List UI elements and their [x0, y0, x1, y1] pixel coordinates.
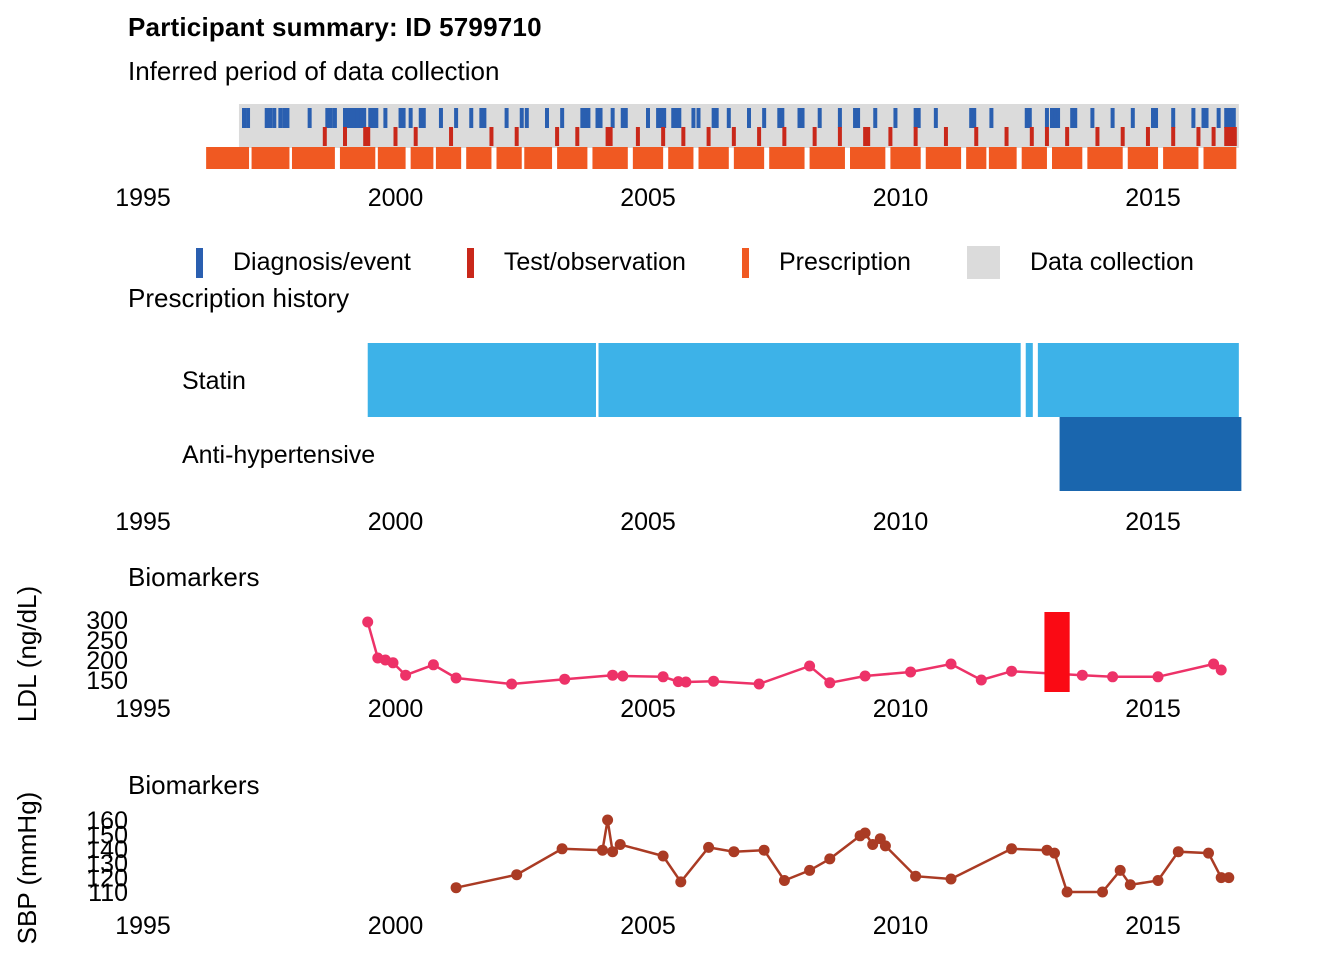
svg-text:120: 120 [86, 865, 128, 893]
data-points [450, 814, 1235, 898]
svg-text:2010: 2010 [873, 508, 929, 536]
svg-text:2010: 2010 [873, 912, 929, 940]
x-axis-labels: 1995 2000 2005 2010 2015 [115, 184, 1181, 212]
svg-text:2010: 2010 [873, 184, 929, 212]
svg-text:110: 110 [88, 879, 128, 907]
svg-text:2000: 2000 [368, 695, 424, 723]
legend-item-data-collection: Data collection [966, 246, 1194, 279]
prescription-ticks [206, 147, 1237, 169]
prescription-gantt-chart: Statin Anti-hypertensive 1995 2000 2005 2010 2… [115, 343, 1242, 536]
gantt-row-label: Anti-hypertensive [182, 441, 375, 469]
trend-line [366, 621, 1222, 686]
statin-bar [367, 343, 1239, 417]
svg-text:2000: 2000 [368, 184, 424, 212]
test-observation-ticks [322, 127, 1237, 146]
svg-text:250: 250 [86, 627, 128, 655]
svg-text:130: 130 [86, 850, 128, 878]
legend-item-test: Test/observation [466, 247, 686, 278]
svg-text:140: 140 [86, 836, 128, 864]
svg-text:150: 150 [86, 821, 128, 849]
svg-text:1995: 1995 [115, 184, 171, 212]
event-bar [1044, 612, 1070, 692]
subtitle-inferred-period: Inferred period of data collection [128, 56, 500, 86]
data-collection-swatch-icon [966, 246, 1000, 279]
data-collection-band [238, 104, 1239, 148]
legend-label-test: Test/observation [503, 248, 686, 276]
legend-label-prescription: Prescription [778, 248, 911, 276]
svg-text:2015: 2015 [1125, 508, 1181, 536]
svg-text:1995: 1995 [115, 912, 171, 940]
svg-text:200: 200 [86, 647, 128, 675]
legend-item-diagnosis: Diagnosis/event [196, 247, 411, 278]
svg-text:2005: 2005 [620, 184, 676, 212]
svg-text:160: 160 [86, 807, 128, 835]
x-axis-labels: 1995 2000 2005 2010 2015 [115, 912, 1181, 940]
legend: Diagnosis/event Test/observation Prescri… [196, 246, 1194, 279]
svg-text:150: 150 [86, 667, 128, 695]
test-tick-icon [466, 247, 474, 278]
svg-text:2005: 2005 [620, 508, 676, 536]
svg-text:2005: 2005 [620, 912, 676, 940]
svg-text:2010: 2010 [873, 695, 929, 723]
x-axis-labels: 1995 2000 2005 2010 2015 [115, 695, 1181, 723]
diagnosis-event-ticks [242, 108, 1236, 128]
svg-text:1995: 1995 [115, 508, 171, 536]
svg-text:2015: 2015 [1125, 184, 1181, 212]
diagnosis-tick-icon [196, 247, 203, 278]
x-axis-labels: 1995 2000 2005 2010 2015 [115, 508, 1181, 536]
svg-text:2005: 2005 [620, 695, 676, 723]
svg-text:2000: 2000 [368, 508, 424, 536]
data-points [362, 616, 1227, 690]
svg-text:2015: 2015 [1125, 912, 1181, 940]
svg-text:300: 300 [86, 607, 128, 635]
trend-line [455, 819, 1229, 894]
data-collection-timeline-chart: 1995 2000 2005 2010 2015 [115, 104, 1239, 212]
svg-text:1995: 1995 [115, 695, 171, 723]
legend-item-prescription: Prescription [741, 247, 911, 278]
prescription-history-heading: Prescription history [128, 283, 350, 313]
page-title: Participant summary: ID 5799710 [128, 12, 542, 42]
gantt-row-label: Statin [182, 367, 246, 395]
svg-text:2015: 2015 [1125, 695, 1181, 723]
legend-label-diagnosis: Diagnosis/event [233, 248, 411, 276]
anti-hypertensive-bar [1059, 417, 1242, 491]
biomarkers-heading-sbp: Biomarkers [128, 770, 260, 800]
biomarkers-heading-ldl: Biomarkers [128, 562, 260, 592]
legend-label-data-collection: Data collection [1029, 248, 1194, 276]
prescription-tick-icon [741, 247, 749, 278]
svg-text:2000: 2000 [368, 912, 424, 940]
